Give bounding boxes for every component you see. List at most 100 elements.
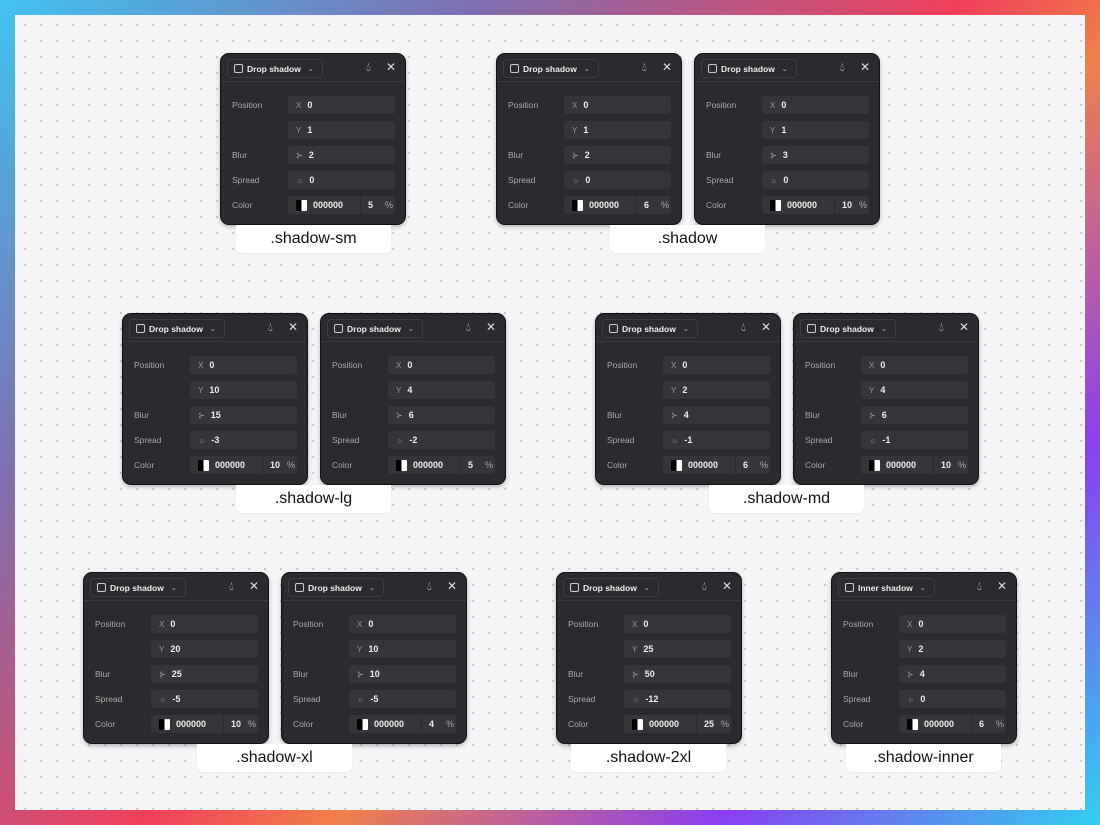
blur-input[interactable]: ⊱ 10 — [349, 665, 456, 683]
color-swatch-icon[interactable] — [907, 718, 918, 730]
blur-input[interactable]: ⊱ 6 — [861, 406, 968, 424]
shadow-type-dropdown[interactable]: Drop shadow ⌄ — [129, 319, 225, 338]
color-swatch-icon[interactable] — [296, 199, 307, 211]
spread-input[interactable]: ☼ -1 — [861, 431, 968, 449]
blur-input[interactable]: ⊱ 25 — [151, 665, 258, 683]
opacity-value[interactable]: 6 — [743, 460, 749, 470]
color-swatch-icon[interactable] — [632, 718, 643, 730]
close-icon[interactable]: ✕ — [860, 60, 871, 74]
color-swatch-icon[interactable] — [159, 718, 170, 730]
color-swatch-icon[interactable] — [396, 459, 407, 471]
spread-input[interactable]: ☼ -1 — [663, 431, 770, 449]
shadow-type-dropdown[interactable]: Drop shadow ⌄ — [288, 578, 384, 597]
color-input[interactable]: 000000 4% — [349, 715, 456, 733]
drop-icon[interactable]: 💧︎ — [741, 320, 746, 334]
shadow-type-dropdown[interactable]: Drop shadow ⌄ — [503, 59, 599, 78]
drop-icon[interactable]: 💧︎ — [977, 579, 982, 593]
blur-input[interactable]: ⊱ 15 — [190, 406, 297, 424]
blur-input[interactable]: ⊱ 4 — [899, 665, 1006, 683]
color-input[interactable]: 000000 10% — [151, 715, 258, 733]
opacity-value[interactable]: 4 — [429, 719, 435, 729]
drop-icon[interactable]: 💧︎ — [642, 60, 647, 74]
y-input[interactable]: Y 10 — [349, 640, 456, 658]
close-icon[interactable]: ✕ — [662, 60, 673, 74]
blur-input[interactable]: ⊱ 2 — [564, 146, 671, 164]
drop-icon[interactable]: 💧︎ — [702, 579, 707, 593]
close-icon[interactable]: ✕ — [386, 60, 397, 74]
close-icon[interactable]: ✕ — [447, 579, 458, 593]
drop-icon[interactable]: 💧︎ — [268, 320, 273, 334]
color-input[interactable]: 000000 10% — [190, 456, 297, 474]
y-input[interactable]: Y 20 — [151, 640, 258, 658]
opacity-value[interactable]: 5 — [468, 460, 474, 470]
shadow-type-dropdown[interactable]: Drop shadow ⌄ — [227, 59, 323, 78]
close-icon[interactable]: ✕ — [249, 579, 260, 593]
drop-icon[interactable]: 💧︎ — [840, 60, 845, 74]
drop-icon[interactable]: 💧︎ — [466, 320, 471, 334]
color-swatch-icon[interactable] — [770, 199, 781, 211]
y-input[interactable]: Y 10 — [190, 381, 297, 399]
opacity-value[interactable]: 10 — [842, 200, 853, 210]
shadow-type-dropdown[interactable]: Drop shadow ⌄ — [563, 578, 659, 597]
spread-input[interactable]: ☼ 0 — [288, 171, 395, 189]
close-icon[interactable]: ✕ — [997, 579, 1008, 593]
shadow-type-dropdown[interactable]: Inner shadow ⌄ — [838, 578, 935, 597]
spread-input[interactable]: ☼ 0 — [762, 171, 869, 189]
blur-input[interactable]: ⊱ 6 — [388, 406, 495, 424]
spread-input[interactable]: ☼ -2 — [388, 431, 495, 449]
spread-input[interactable]: ☼ 0 — [899, 690, 1006, 708]
spread-input[interactable]: ☼ -5 — [349, 690, 456, 708]
color-input[interactable]: 000000 25% — [624, 715, 731, 733]
shadow-type-dropdown[interactable]: Drop shadow ⌄ — [800, 319, 896, 338]
close-icon[interactable]: ✕ — [761, 320, 772, 334]
opacity-value[interactable]: 6 — [979, 719, 985, 729]
opacity-value[interactable]: 6 — [644, 200, 650, 210]
color-swatch-icon[interactable] — [357, 718, 368, 730]
shadow-type-dropdown[interactable]: Drop shadow ⌄ — [602, 319, 698, 338]
color-input[interactable]: 000000 6% — [899, 715, 1006, 733]
color-input[interactable]: 000000 10% — [762, 196, 869, 214]
color-input[interactable]: 000000 6% — [663, 456, 770, 474]
blur-input[interactable]: ⊱ 2 — [288, 146, 395, 164]
y-input[interactable]: Y 25 — [624, 640, 731, 658]
shadow-type-dropdown[interactable]: Drop shadow ⌄ — [327, 319, 423, 338]
blur-input[interactable]: ⊱ 3 — [762, 146, 869, 164]
color-swatch-icon[interactable] — [198, 459, 209, 471]
opacity-value[interactable]: 10 — [941, 460, 952, 470]
color-input[interactable]: 000000 5% — [388, 456, 495, 474]
shadow-type-dropdown[interactable]: Drop shadow ⌄ — [90, 578, 186, 597]
close-icon[interactable]: ✕ — [959, 320, 970, 334]
drop-icon[interactable]: 💧︎ — [939, 320, 944, 334]
color-input[interactable]: 000000 10% — [861, 456, 968, 474]
drop-icon[interactable]: 💧︎ — [427, 579, 432, 593]
shadow-type-dropdown[interactable]: Drop shadow ⌄ — [701, 59, 797, 78]
color-input[interactable]: 000000 6% — [564, 196, 671, 214]
opacity-value[interactable]: 10 — [270, 460, 281, 470]
opacity-value[interactable]: 5 — [368, 200, 374, 210]
drop-icon[interactable]: 💧︎ — [366, 60, 371, 74]
color-input[interactable]: 000000 5% — [288, 196, 395, 214]
spread-input[interactable]: ☼ -3 — [190, 431, 297, 449]
color-swatch-icon[interactable] — [869, 459, 880, 471]
close-icon[interactable]: ✕ — [288, 320, 299, 334]
color-swatch-icon[interactable] — [572, 199, 583, 211]
blur-input[interactable]: ⊱ 50 — [624, 665, 731, 683]
